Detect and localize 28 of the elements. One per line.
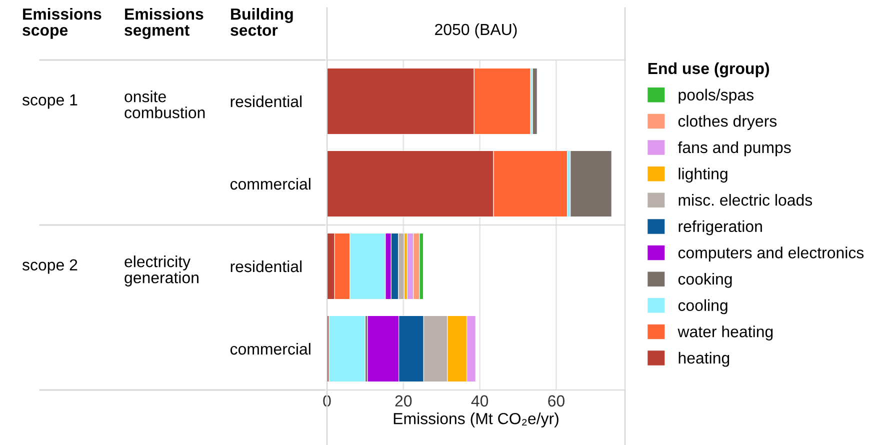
chart-title: 2050 (BAU) bbox=[435, 23, 517, 38]
legend-label: pools/spas bbox=[678, 88, 754, 104]
legend-label: fans and pumps bbox=[678, 141, 791, 156]
legend-label: cooking bbox=[678, 272, 732, 288]
text: electricity generation bbox=[124, 256, 198, 286]
text: onsite combustion bbox=[124, 90, 205, 118]
y-tick-label: residential bbox=[230, 95, 302, 108]
legend-label: water heating bbox=[678, 326, 773, 340]
legend-label: lighting bbox=[678, 168, 728, 183]
legend-title: End use (group) bbox=[648, 62, 770, 78]
legend-label: refrigeration bbox=[678, 220, 762, 236]
y-tick-label: residential bbox=[230, 260, 302, 272]
x-tick-label: 40 bbox=[471, 395, 488, 407]
text: scope 1 bbox=[22, 94, 78, 109]
x-tick-label: 60 bbox=[548, 395, 564, 407]
y-tick-label: commercial bbox=[230, 342, 310, 355]
text: Building sector bbox=[230, 8, 293, 36]
legend-label: clothes dryers bbox=[678, 115, 777, 130]
legend-label: misc. electric loads bbox=[678, 194, 812, 206]
x-axis-title: Emissions (Mt CO₂e/yr) bbox=[394, 412, 558, 428]
x-tick-label: 20 bbox=[395, 395, 412, 407]
text: scope 2 bbox=[22, 259, 78, 274]
legend-label: heating bbox=[678, 352, 730, 367]
legend-label: cooling bbox=[678, 299, 728, 314]
y-tick-label: commercial bbox=[230, 178, 310, 190]
text: Emissions scope bbox=[22, 8, 102, 39]
text: Emissions segment bbox=[124, 8, 204, 40]
legend-label: computers and electronics bbox=[678, 246, 864, 262]
